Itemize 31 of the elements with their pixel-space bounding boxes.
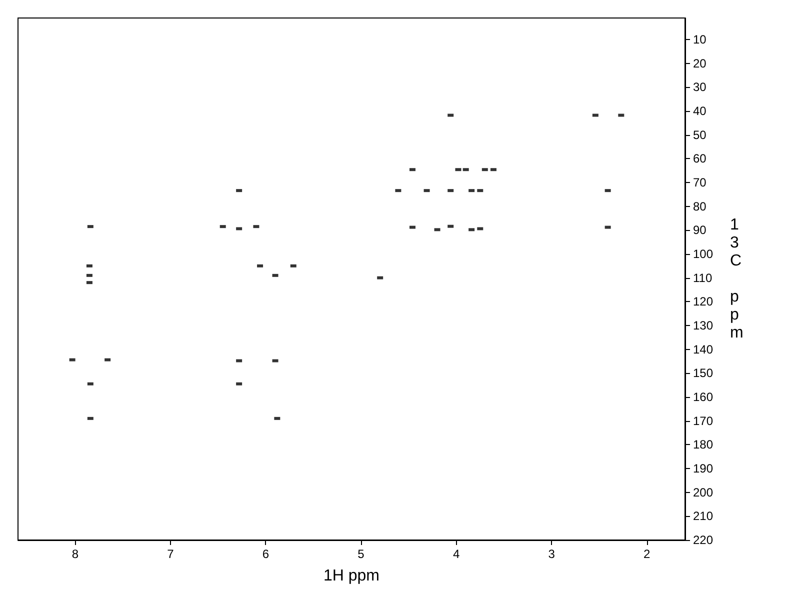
- x-tick-label: 3: [548, 547, 556, 561]
- x-axis-title: 1H ppm: [323, 568, 380, 584]
- y-tick-label: 80: [693, 199, 707, 214]
- x-tick-label: 2: [644, 547, 651, 561]
- y-tick-label: 120: [693, 294, 714, 309]
- x-tick-label: 5: [358, 547, 365, 561]
- y-tick-label: 180: [693, 438, 714, 452]
- y-tick-label: 90: [693, 223, 707, 238]
- y-tick-label: 150: [693, 366, 714, 380]
- y-tick-label: 40: [693, 104, 707, 118]
- y-tick-label: 50: [693, 128, 707, 142]
- x-tick-label: 8: [72, 547, 79, 561]
- y-tick-label: 140: [693, 342, 714, 356]
- y-tick-label: 110: [693, 270, 712, 285]
- y-tick-label: 170: [693, 414, 714, 428]
- y-tick-label: 130: [693, 318, 714, 332]
- y-tick-label: 60: [693, 152, 707, 166]
- y-tick-label: 10: [693, 32, 707, 46]
- y-tick-label: 200: [693, 485, 714, 500]
- y-tick-label: 20: [693, 56, 707, 70]
- x-tick-label: 4: [452, 547, 460, 561]
- x-tick-label: 7: [167, 547, 174, 561]
- y-axis-title: 13C ppm: [730, 216, 744, 342]
- y-tick-label: 30: [693, 80, 707, 94]
- y-tick-label: 160: [693, 390, 714, 404]
- x-tick-label: 6: [262, 547, 270, 561]
- y-tick-label: 190: [693, 461, 714, 476]
- y-tick-label: 100: [693, 246, 714, 261]
- y-tick-label: 210: [693, 509, 714, 524]
- y-tick-label: 220: [693, 533, 714, 547]
- y-tick-label: 70: [693, 175, 707, 190]
